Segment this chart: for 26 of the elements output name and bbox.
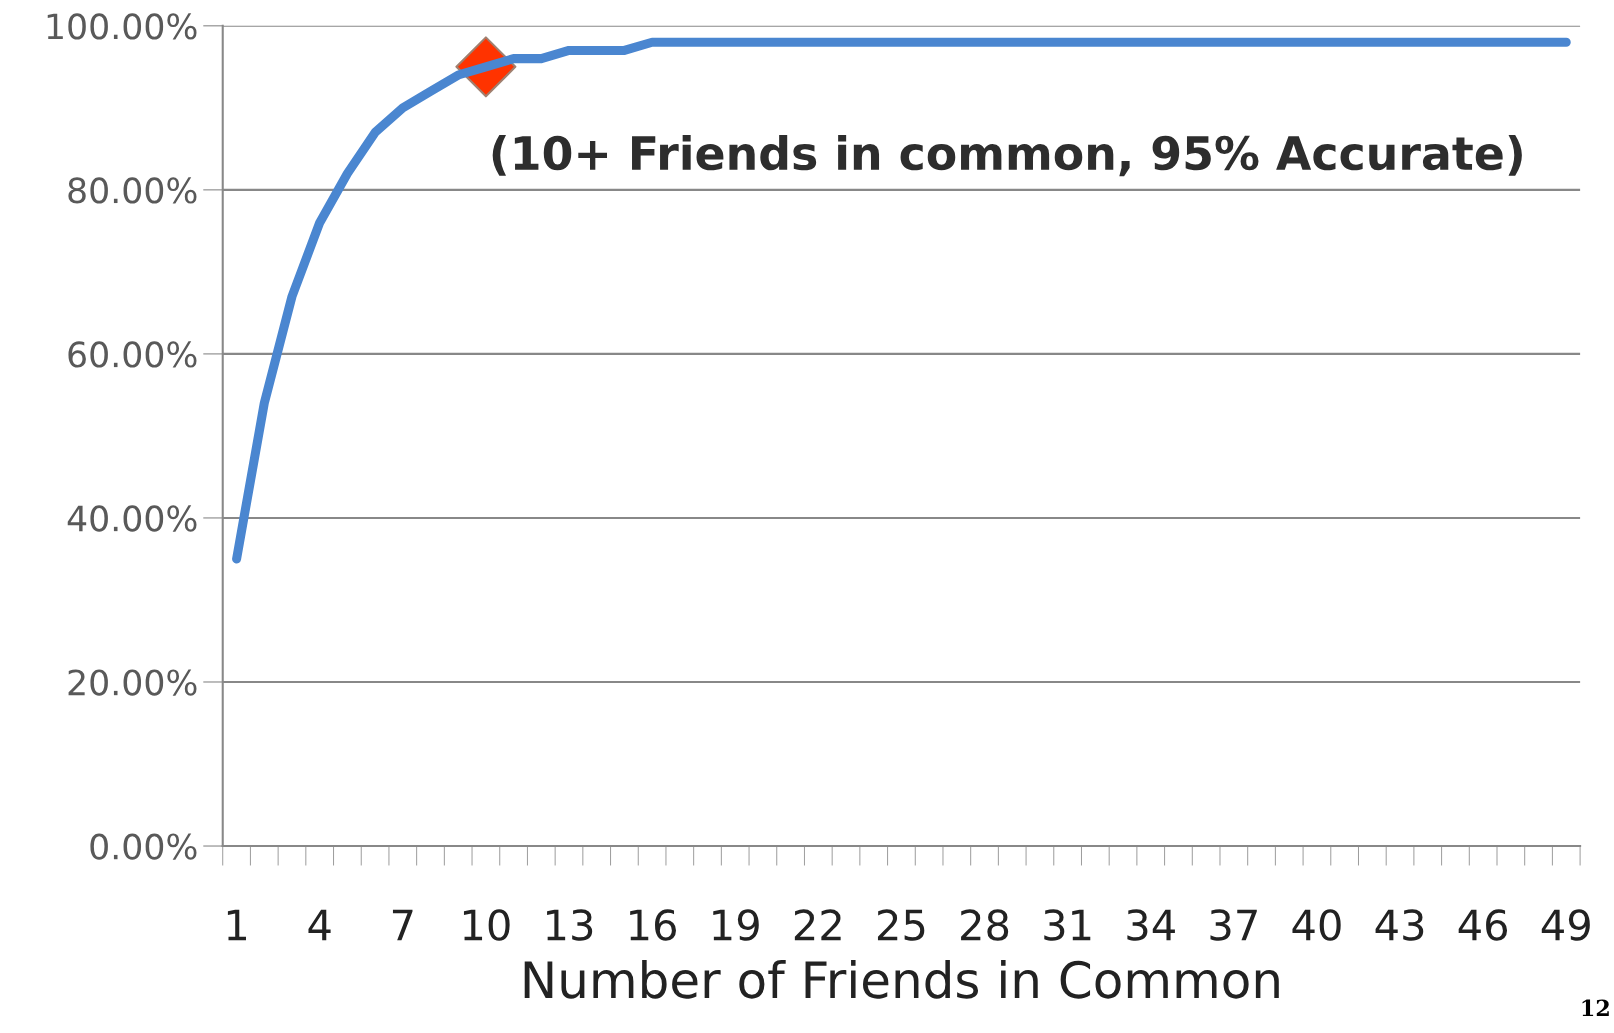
text: 12 [1582,999,1609,1016]
x-tick-label: 43 [1375,909,1424,941]
x-tick-label: 16 [630,909,676,941]
x-tick-label: 49 [1541,909,1590,941]
x-tick-label: 19 [713,909,759,941]
annotation: (10+ Friends in common, 95% Accurate) [492,134,1522,177]
x-tick-label: 7 [392,909,413,941]
y-tick-label: 80.00% [68,177,197,204]
x-tick-label: 22 [794,909,841,941]
x-tick-label: 1 [227,909,246,941]
x-tick-label: 31 [1044,909,1091,941]
x-tick-label: 37 [1210,909,1257,941]
y-tick-label: 0.00% [90,833,197,860]
x-tick-label: 34 [1127,909,1175,941]
y-tick-label: 20.00% [68,669,197,696]
y-tick-label: 60.00% [68,341,197,368]
y-tick-label: 40.00% [67,505,197,532]
x-axis-title: Number of Friends in Common [524,959,1279,999]
y-tick-label: 100.00% [47,13,197,40]
x-tick-label: 10 [463,909,510,941]
x-tick-label: 40 [1292,909,1341,941]
x-tick-label: 46 [1458,909,1508,941]
x-tick-label: 28 [961,909,1009,941]
x-tick-label: 25 [877,909,925,941]
x-tick-label: 13 [547,909,593,941]
x-tick-label: 4 [308,909,331,941]
